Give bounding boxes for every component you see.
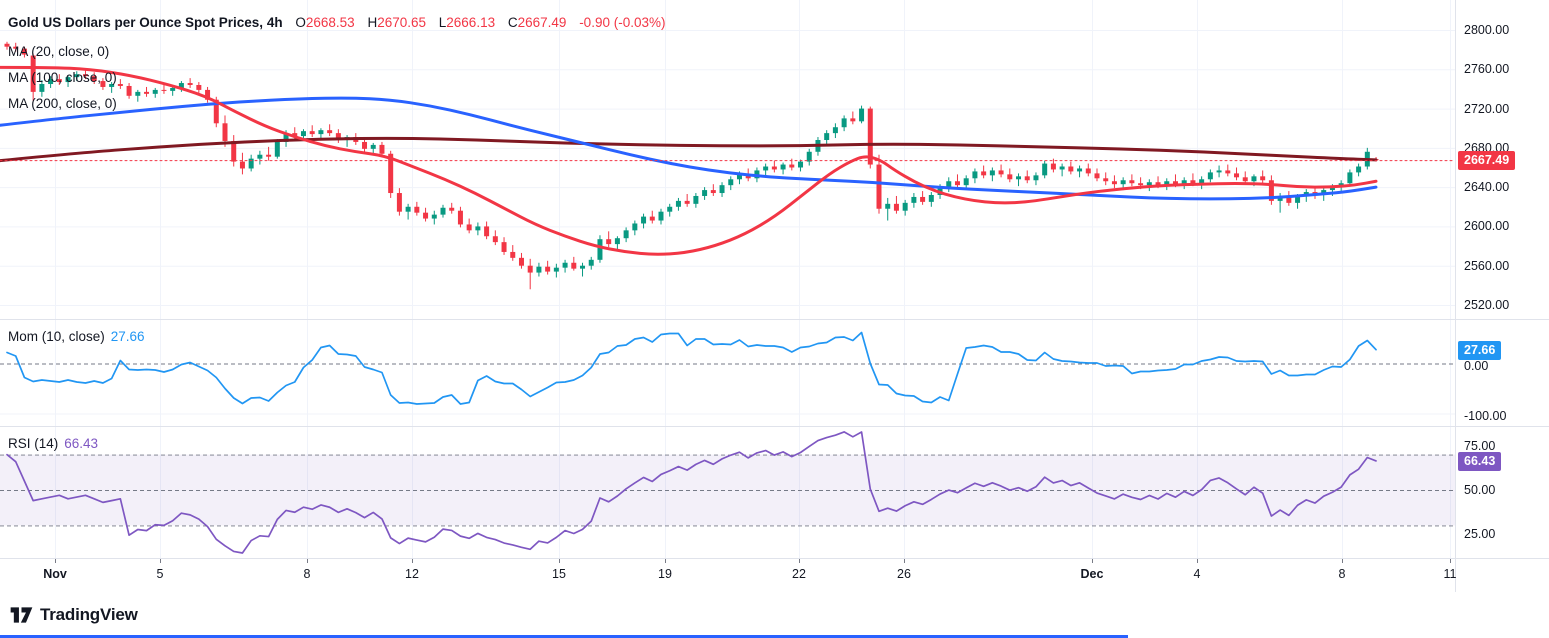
time-axis-tick [55,559,56,563]
close-value: 2667.49 [517,15,567,30]
price-axis-label: 2720.00 [1464,101,1510,116]
low-value: 2666.13 [446,15,496,30]
low-label: L [438,15,447,30]
price-axis-label: 2800.00 [1464,23,1510,37]
mom-value-badge: 27.66 [1458,340,1502,360]
price-axis-label: 2520.00 [1464,297,1510,312]
ma20-legend[interactable]: MA (20, close, 0) [8,44,110,59]
time-axis-tick [1197,559,1198,563]
time-axis-label: 8 [303,567,311,581]
open-value: 2668.53 [305,15,355,30]
ma200-legend[interactable]: MA (200, close, 0) [8,96,117,111]
high-value: 2670.65 [377,15,426,30]
time-axis-tick [1342,559,1343,563]
time-axis-label: 15 [552,567,566,581]
time-axis-label: 4 [1193,567,1201,581]
rsi-value-badge: 66.43 [1458,451,1502,471]
price-axis-label: 2600.00 [1464,219,1510,234]
tradingview-logo[interactable]: TradingView [10,605,138,625]
time-axis-tick [160,559,161,563]
time-axis-tick [307,559,308,563]
rsi-axis-label: 50.00 [1464,483,1496,497]
open-label: O [295,15,306,30]
time-axis-tick [665,559,666,563]
time-axis-label: Dec [1080,567,1104,581]
time-axis-tick [904,559,905,563]
bottom-accent-bar [0,635,1128,638]
mom-axis-label: 0.00 [1464,358,1489,373]
rsi-axis-label: 25.00 [1464,527,1496,542]
mom-axis-label: -100.00 [1464,408,1507,423]
symbol-title[interactable]: Gold US Dollars per Ounce Spot Prices, 4… [8,15,283,30]
tradingview-icon [10,607,33,623]
last-price-badge: 2667.49 [1458,151,1516,171]
time-axis-label: 8 [1338,567,1346,581]
high-label: H [367,15,378,30]
rsi-legend-title: RSI (14) [8,436,59,451]
change-value: -0.90 (-0.03%) [579,15,666,30]
price-axis-label: 2760.00 [1464,62,1510,77]
price-axis-label: 2640.00 [1464,180,1510,195]
mom-legend[interactable]: Mom (10, close) 27.66 [8,329,145,344]
mom-legend-title: Mom (10, close) [8,329,105,344]
rsi-legend-value: 66.43 [64,436,99,451]
time-axis-tick [1092,559,1093,563]
rsi-legend[interactable]: RSI (14) 66.43 [8,436,98,451]
rsi-axis-label: 75.00 [1464,438,1496,453]
price-axis-label: 2560.00 [1464,258,1510,273]
close-label: C [507,15,518,30]
ma100-legend[interactable]: MA (100, close, 0) [8,70,117,85]
time-axis-tick [559,559,560,563]
time-axis-label: 12 [405,567,419,581]
time-axis-label: 26 [897,567,911,581]
tradingview-wordmark: TradingView [40,605,138,624]
time-axis-tick [412,559,413,563]
time-axis-tick [1450,559,1451,563]
time-axis-label: Nov [43,567,67,581]
time-axis-label: 11 [1443,567,1457,581]
time-axis-label: 19 [658,567,672,581]
mom-legend-value: 27.66 [110,329,145,344]
time-axis-label: 5 [156,567,164,581]
time-axis-tick [799,559,800,563]
symbol-header: Gold US Dollars per Ounce Spot Prices, 4… [8,15,665,30]
time-axis-label: 22 [792,567,806,581]
